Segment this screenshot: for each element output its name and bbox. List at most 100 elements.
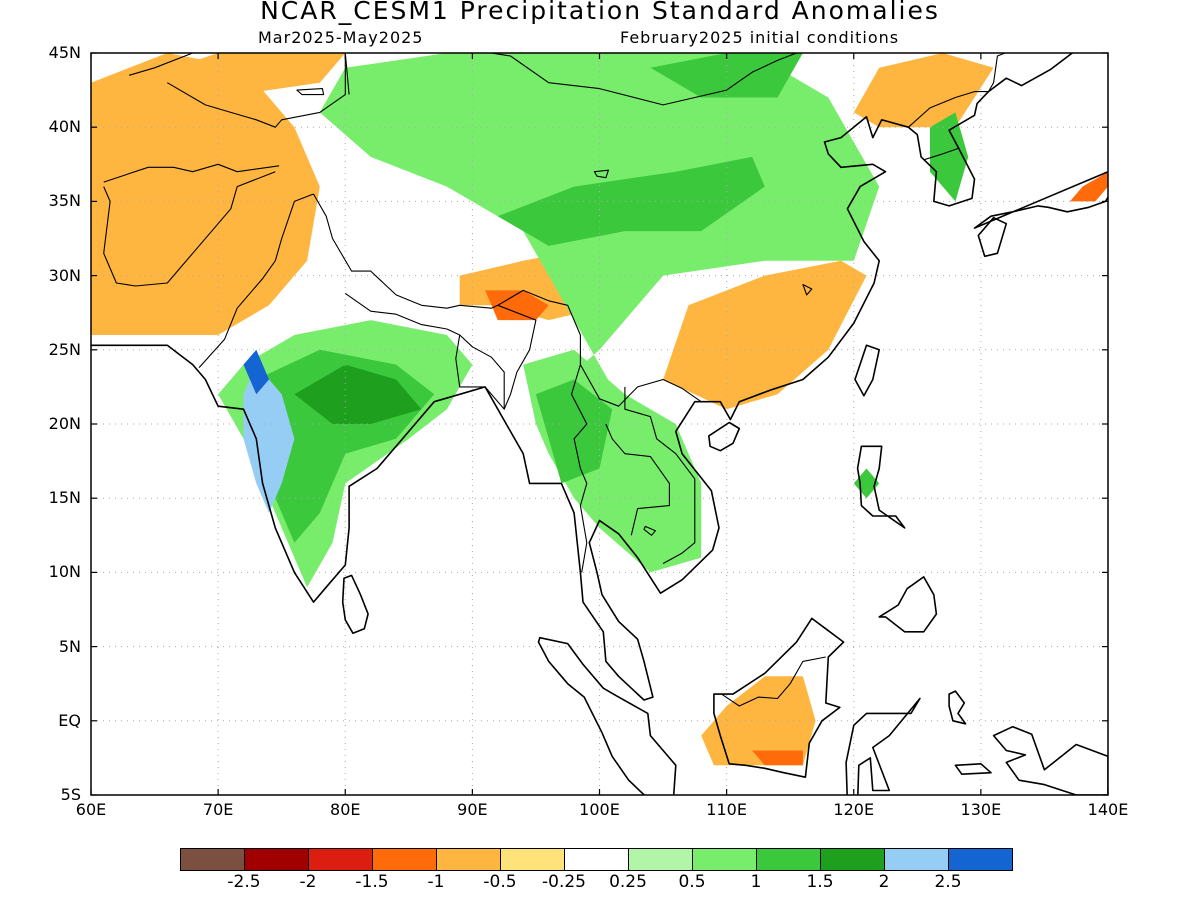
longitude-label: 130E [960, 800, 1002, 819]
anomaly-region-15 [243, 364, 295, 513]
longitude-label: 60E [75, 800, 107, 819]
legend-swatch [693, 849, 757, 870]
coastline-sri-lanka [341, 574, 369, 635]
anomaly-region-16 [243, 349, 269, 395]
latitude-label: 5N [58, 636, 81, 656]
border-nepal-south [344, 292, 447, 330]
coastline-kyushu-honshu [973, 170, 1108, 229]
legend-label: 0.5 [678, 872, 706, 892]
coastline-sumatra [537, 636, 677, 795]
anomaly-region-19 [930, 112, 969, 202]
legend-label: 2 [878, 872, 890, 892]
anomaly-region-7 [752, 750, 803, 766]
anomaly-region-14 [294, 364, 422, 424]
lake-poyang [802, 283, 813, 296]
anomaly-region-8 [1069, 171, 1108, 202]
anomaly-region-3 [853, 53, 994, 128]
border-china-russia-ne [988, 53, 1007, 92]
border-myanmar-india [497, 304, 537, 410]
legend-swatch [181, 849, 245, 870]
anomaly-region-5 [485, 290, 549, 321]
lake-issyk-kul [296, 88, 325, 96]
coastline-hainan [707, 421, 741, 452]
latitude-label: 10N [48, 562, 81, 582]
anomaly-region-0 [91, 53, 320, 335]
longitude-label: 100E [579, 800, 620, 819]
legend-label: -1.5 [355, 872, 389, 892]
color-legend [180, 848, 1013, 871]
border-borneo-malaysia [721, 656, 826, 707]
anomaly-region-1 [129, 53, 346, 98]
border-iran-afghanistan [103, 171, 276, 287]
legend-label: -2 [299, 872, 317, 892]
coastline-sulawesi [845, 697, 921, 795]
border-pakistan-india [198, 193, 314, 368]
latitude-label: 30N [48, 265, 81, 285]
legend-swatch [245, 849, 309, 870]
legend-swatch [565, 849, 629, 870]
latitude-label: 25N [48, 339, 81, 359]
coastline-new-guinea-west [992, 725, 1108, 795]
legend-swatch [949, 849, 1012, 870]
anomaly-region-11 [650, 53, 803, 98]
anomaly-region-6 [701, 676, 816, 766]
border-kazakh-south [128, 53, 193, 76]
longitude-label: 110E [706, 800, 747, 819]
coastline-seram [954, 762, 992, 776]
border-korea-dmz [923, 147, 960, 161]
latitude-label: 45N [48, 43, 81, 62]
coastline-mindanao [878, 576, 938, 633]
latitude-label: EQ [58, 710, 81, 730]
legend-swatch [373, 849, 437, 870]
legend-swatch [501, 849, 565, 870]
coastline-taiwan [854, 344, 881, 397]
legend-swatch [629, 849, 693, 870]
border-laos-vietnam [624, 386, 696, 564]
legend-label: -1 [427, 872, 445, 892]
longitude-label: 90E [457, 800, 488, 819]
legend-swatch [437, 849, 501, 870]
border-china-kazakh [344, 53, 350, 95]
border-china-nepal-india [313, 193, 702, 407]
legend-label: -0.5 [483, 872, 517, 892]
legend-label: -0.25 [542, 872, 586, 892]
coastline-shikoku-kyushu-south [977, 216, 1008, 258]
border-myanmar-thai-laos [570, 364, 588, 573]
border-afghanistan-north [103, 163, 280, 183]
coastline-luzon [856, 445, 906, 529]
legend-label: 2.5 [934, 872, 962, 892]
latitude-label: 20N [48, 414, 81, 433]
latitude-label: 5S [60, 785, 81, 804]
lake-qinghai-lake [593, 169, 609, 179]
legend-swatch [309, 849, 373, 870]
longitude-label: 140E [1087, 800, 1129, 819]
axis-ticks [90, 52, 1109, 796]
latitude-label: 40N [48, 117, 81, 137]
forecast-period: Mar2025-May2025 [258, 28, 424, 47]
longitude-label: 70E [202, 800, 234, 819]
legend-label: 1 [750, 872, 762, 892]
lake-tonle-sap [643, 525, 656, 536]
longitude-label: 120E [833, 800, 875, 819]
anomaly-region-2 [663, 260, 867, 410]
legend-swatch [757, 849, 821, 870]
gridlines [91, 53, 1108, 795]
map-title: NCAR_CESM1 Precipitation Standard Anomal… [260, 0, 940, 25]
initial-conditions: February2025 initial conditions [620, 28, 900, 47]
legend-label: 0.25 [609, 872, 647, 892]
latitude-label: 35N [48, 191, 81, 211]
coastlines-borders [91, 53, 1108, 795]
coastline-halmahera [948, 690, 967, 725]
border-central-asia [167, 53, 346, 128]
legend-swatch [885, 849, 949, 870]
coastline-borneo [713, 617, 845, 779]
border-mongolia-china [440, 53, 799, 106]
legend-label: 1.5 [806, 872, 834, 892]
anomaly-region-18 [535, 379, 613, 484]
legend-label: -2.5 [227, 872, 261, 892]
latitude-label: 15N [48, 488, 81, 508]
coastline-south-asia [91, 53, 1074, 701]
border-bangladesh [446, 328, 505, 410]
longitude-label: 80E [330, 800, 361, 819]
